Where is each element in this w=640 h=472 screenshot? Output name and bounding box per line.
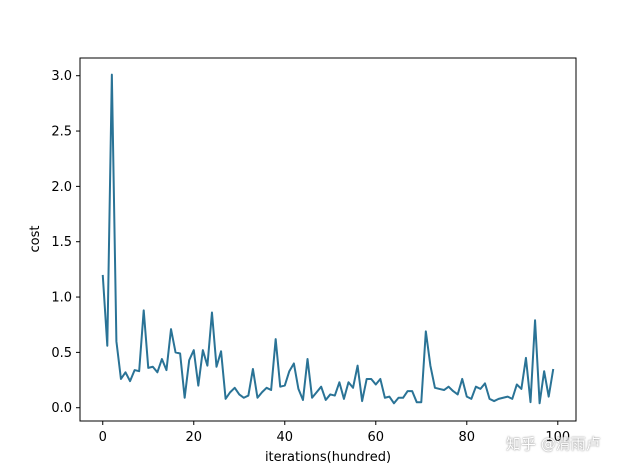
watermark-text: 知乎 @清雨卢 [506, 435, 601, 453]
y-tick-label: 2.5 [51, 125, 72, 140]
y-tick-label: 1.5 [51, 235, 72, 250]
plot-frame [79, 57, 577, 422]
x-axis-ticks: 0 20 40 60 80 100 [99, 421, 570, 445]
y-tick-label: 2.0 [51, 180, 72, 195]
series-line-0 [101, 73, 555, 405]
y-tick-label: 3.0 [51, 69, 72, 84]
y-tick-label: 0.0 [51, 401, 72, 416]
x-tick-label: 40 [276, 430, 293, 445]
plot-background [80, 58, 576, 421]
x-axis-label: iterations(hundred) [265, 450, 391, 465]
y-tick-label: 1.0 [51, 291, 72, 306]
y-tick-label: 0.5 [51, 346, 72, 361]
y-axis-ticks: 0.0 0.5 1.0 1.5 2.0 2.5 3.0 [51, 69, 80, 416]
x-tick-label: 100 [545, 430, 570, 445]
x-tick-label: 80 [459, 430, 476, 445]
y-axis-label: cost [28, 226, 43, 253]
x-tick-label: 0 [99, 430, 107, 445]
x-tick-label: 20 [185, 430, 202, 445]
x-tick-label: 60 [368, 430, 385, 445]
data-layer [101, 73, 555, 405]
